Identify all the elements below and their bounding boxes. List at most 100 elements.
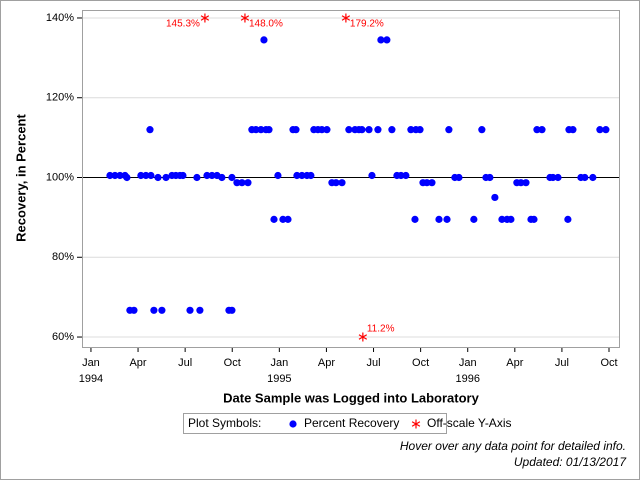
data-point — [533, 126, 541, 134]
data-point — [252, 126, 260, 134]
data-point — [179, 171, 187, 180]
data-point — [111, 171, 119, 180]
data-point — [218, 173, 226, 182]
offscale-label: 179.2% — [350, 19, 384, 30]
x-year-label: 1996 — [455, 373, 479, 385]
data-point — [332, 179, 340, 187]
x-tick-label: Oct — [412, 357, 429, 369]
data-point — [238, 179, 246, 187]
y-tick-label: 120% — [46, 92, 74, 104]
data-point — [581, 173, 589, 182]
x-tick-label: Jul — [555, 357, 569, 369]
data-point — [338, 179, 346, 187]
data-point — [116, 171, 124, 180]
data-point — [491, 193, 499, 202]
data-point — [244, 179, 252, 187]
data-point — [147, 171, 155, 180]
data-point — [270, 215, 278, 223]
data-point — [423, 179, 431, 187]
data-point — [416, 126, 424, 134]
data-point — [470, 215, 478, 223]
x-tick-label: Apr — [318, 357, 335, 369]
data-point — [137, 171, 145, 180]
legend-box — [183, 413, 447, 434]
data-point — [162, 173, 170, 182]
data-point — [203, 171, 211, 180]
data-point — [228, 173, 236, 182]
data-point — [150, 306, 158, 314]
data-point — [549, 173, 557, 182]
offscale-label: 145.3% — [166, 19, 200, 30]
footer-note: Hover over any data point for detailed i… — [400, 439, 626, 453]
offscale-point — [200, 13, 210, 23]
data-point — [186, 306, 194, 314]
data-point — [208, 171, 216, 180]
data-point — [602, 126, 610, 134]
x-tick-label: Apr — [129, 357, 146, 369]
data-point — [233, 179, 241, 187]
data-point — [274, 171, 282, 180]
data-point — [345, 126, 353, 134]
data-point — [323, 126, 331, 134]
data-point — [428, 179, 436, 187]
data-point — [530, 215, 538, 223]
data-point — [358, 126, 366, 134]
data-point — [374, 126, 382, 134]
data-point — [478, 126, 486, 134]
y-tick-label: 80% — [52, 251, 74, 263]
data-point — [279, 215, 287, 223]
offscale-point — [358, 332, 368, 342]
data-point — [368, 171, 376, 180]
legend-label: Off-scale Y-Axis — [427, 416, 511, 430]
legend-label: Percent Recovery — [304, 416, 399, 430]
x-tick-label: Jul — [366, 357, 380, 369]
legend-title: Plot Symbols: — [188, 416, 261, 430]
x-tick-label: Jan — [82, 357, 100, 369]
y-axis-title: Recovery, in Percent — [13, 114, 28, 242]
data-point — [538, 126, 546, 134]
data-point — [293, 171, 301, 180]
y-tick-label: 140% — [46, 12, 74, 24]
x-tick-label: Apr — [506, 357, 523, 369]
data-point — [196, 306, 204, 314]
y-tick-label: 60% — [52, 331, 74, 343]
data-point — [106, 171, 114, 180]
plot-frame — [82, 10, 620, 348]
footer-updated: Updated: 01/13/2017 — [514, 455, 627, 469]
data-point — [402, 171, 410, 180]
data-point — [365, 126, 373, 134]
data-point — [284, 215, 292, 223]
offscale-point — [240, 13, 250, 23]
x-year-label: 1995 — [267, 373, 291, 385]
data-point — [498, 215, 506, 223]
data-point — [443, 215, 451, 223]
data-point — [407, 126, 415, 134]
data-point — [507, 215, 515, 223]
data-point — [522, 179, 530, 187]
data-point — [388, 126, 396, 134]
data-point — [193, 173, 201, 182]
data-point — [383, 36, 391, 44]
data-point — [589, 173, 597, 182]
x-tick-label: Jul — [178, 357, 192, 369]
data-point — [411, 215, 419, 223]
data-point — [445, 126, 453, 134]
data-point — [455, 173, 463, 182]
data-point — [142, 171, 150, 180]
x-tick-label: Oct — [600, 357, 617, 369]
offscale-label: 11.2% — [367, 324, 395, 335]
data-point — [123, 173, 131, 182]
data-point — [318, 126, 326, 134]
data-point — [146, 126, 154, 134]
x-tick-label: Oct — [224, 357, 241, 369]
data-point — [486, 173, 494, 182]
data-point — [554, 173, 562, 182]
data-point — [228, 306, 236, 314]
data-point — [158, 306, 166, 314]
data-point — [569, 126, 577, 134]
data-point — [307, 171, 315, 180]
data-point — [564, 215, 572, 223]
data-point — [260, 36, 268, 44]
x-tick-label: Jan — [459, 357, 477, 369]
